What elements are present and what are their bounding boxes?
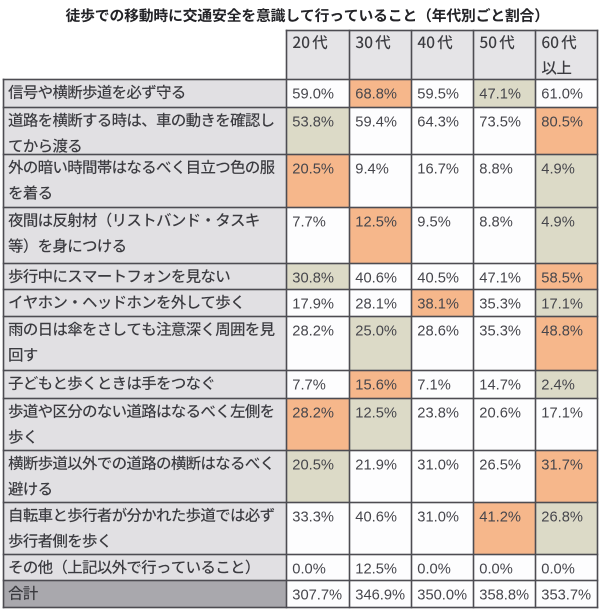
svg-text:28.1%: 28.1% bbox=[355, 296, 397, 312]
svg-text:41.2%: 41.2% bbox=[479, 509, 521, 525]
svg-text:350.0%: 350.0% bbox=[417, 587, 467, 603]
svg-text:0.0%: 0.0% bbox=[292, 561, 325, 577]
svg-text:346.9%: 346.9% bbox=[355, 587, 405, 603]
svg-text:47.1%: 47.1% bbox=[479, 86, 521, 102]
svg-text:8.8%: 8.8% bbox=[479, 161, 512, 177]
svg-text:17.1%: 17.1% bbox=[541, 296, 583, 312]
svg-text:7.1%: 7.1% bbox=[417, 377, 450, 393]
svg-text:59.5%: 59.5% bbox=[417, 86, 459, 102]
svg-text:358.8%: 358.8% bbox=[479, 587, 529, 603]
svg-text:61.0%: 61.0% bbox=[541, 86, 583, 102]
svg-text:8.8%: 8.8% bbox=[479, 214, 512, 230]
svg-text:16.7%: 16.7% bbox=[417, 161, 459, 177]
svg-text:17.1%: 17.1% bbox=[541, 405, 583, 421]
svg-text:7.7%: 7.7% bbox=[292, 377, 325, 393]
svg-text:21.9%: 21.9% bbox=[355, 457, 397, 473]
svg-text:9.4%: 9.4% bbox=[355, 161, 388, 177]
svg-text:35.3%: 35.3% bbox=[479, 296, 521, 312]
svg-text:31.0%: 31.0% bbox=[417, 457, 459, 473]
svg-text:0.0%: 0.0% bbox=[417, 561, 450, 577]
svg-text:0.0%: 0.0% bbox=[479, 561, 512, 577]
svg-text:40.6%: 40.6% bbox=[355, 270, 397, 286]
svg-text:12.5%: 12.5% bbox=[355, 561, 397, 577]
svg-text:58.5%: 58.5% bbox=[541, 270, 583, 286]
svg-text:0.0%: 0.0% bbox=[541, 561, 574, 577]
svg-text:4.9%: 4.9% bbox=[541, 161, 574, 177]
svg-text:31.7%: 31.7% bbox=[541, 457, 583, 473]
svg-text:17.9%: 17.9% bbox=[292, 296, 334, 312]
svg-text:64.3%: 64.3% bbox=[417, 114, 459, 130]
svg-text:353.7%: 353.7% bbox=[541, 587, 591, 603]
svg-text:9.5%: 9.5% bbox=[417, 214, 450, 230]
svg-text:307.7%: 307.7% bbox=[292, 587, 342, 603]
svg-text:31.0%: 31.0% bbox=[417, 509, 459, 525]
svg-text:7.7%: 7.7% bbox=[292, 214, 325, 230]
svg-text:15.6%: 15.6% bbox=[355, 377, 397, 393]
svg-text:48.8%: 48.8% bbox=[541, 323, 583, 339]
svg-text:53.8%: 53.8% bbox=[292, 114, 334, 130]
svg-text:26.5%: 26.5% bbox=[479, 457, 521, 473]
svg-text:23.8%: 23.8% bbox=[417, 405, 459, 421]
svg-text:38.1%: 38.1% bbox=[417, 296, 459, 312]
svg-text:20.6%: 20.6% bbox=[479, 405, 521, 421]
svg-text:4.9%: 4.9% bbox=[541, 214, 574, 230]
svg-text:40.6%: 40.6% bbox=[355, 509, 397, 525]
svg-text:14.7%: 14.7% bbox=[479, 377, 521, 393]
svg-text:28.2%: 28.2% bbox=[292, 323, 334, 339]
svg-text:35.3%: 35.3% bbox=[479, 323, 521, 339]
svg-text:40.5%: 40.5% bbox=[417, 270, 459, 286]
svg-text:25.0%: 25.0% bbox=[355, 323, 397, 339]
svg-text:80.5%: 80.5% bbox=[541, 114, 583, 130]
svg-text:20.5%: 20.5% bbox=[292, 457, 334, 473]
svg-text:28.2%: 28.2% bbox=[292, 405, 334, 421]
svg-text:12.5%: 12.5% bbox=[355, 214, 397, 230]
svg-text:59.0%: 59.0% bbox=[292, 86, 334, 102]
svg-text:68.8%: 68.8% bbox=[355, 86, 397, 102]
svg-text:26.8%: 26.8% bbox=[541, 509, 583, 525]
svg-text:47.1%: 47.1% bbox=[479, 270, 521, 286]
svg-text:12.5%: 12.5% bbox=[355, 405, 397, 421]
svg-text:2.4%: 2.4% bbox=[541, 377, 574, 393]
svg-text:20.5%: 20.5% bbox=[292, 161, 334, 177]
svg-text:30.8%: 30.8% bbox=[292, 270, 334, 286]
svg-text:59.4%: 59.4% bbox=[355, 114, 397, 130]
svg-text:28.6%: 28.6% bbox=[417, 323, 459, 339]
svg-text:33.3%: 33.3% bbox=[292, 509, 334, 525]
svg-text:73.5%: 73.5% bbox=[479, 114, 521, 130]
